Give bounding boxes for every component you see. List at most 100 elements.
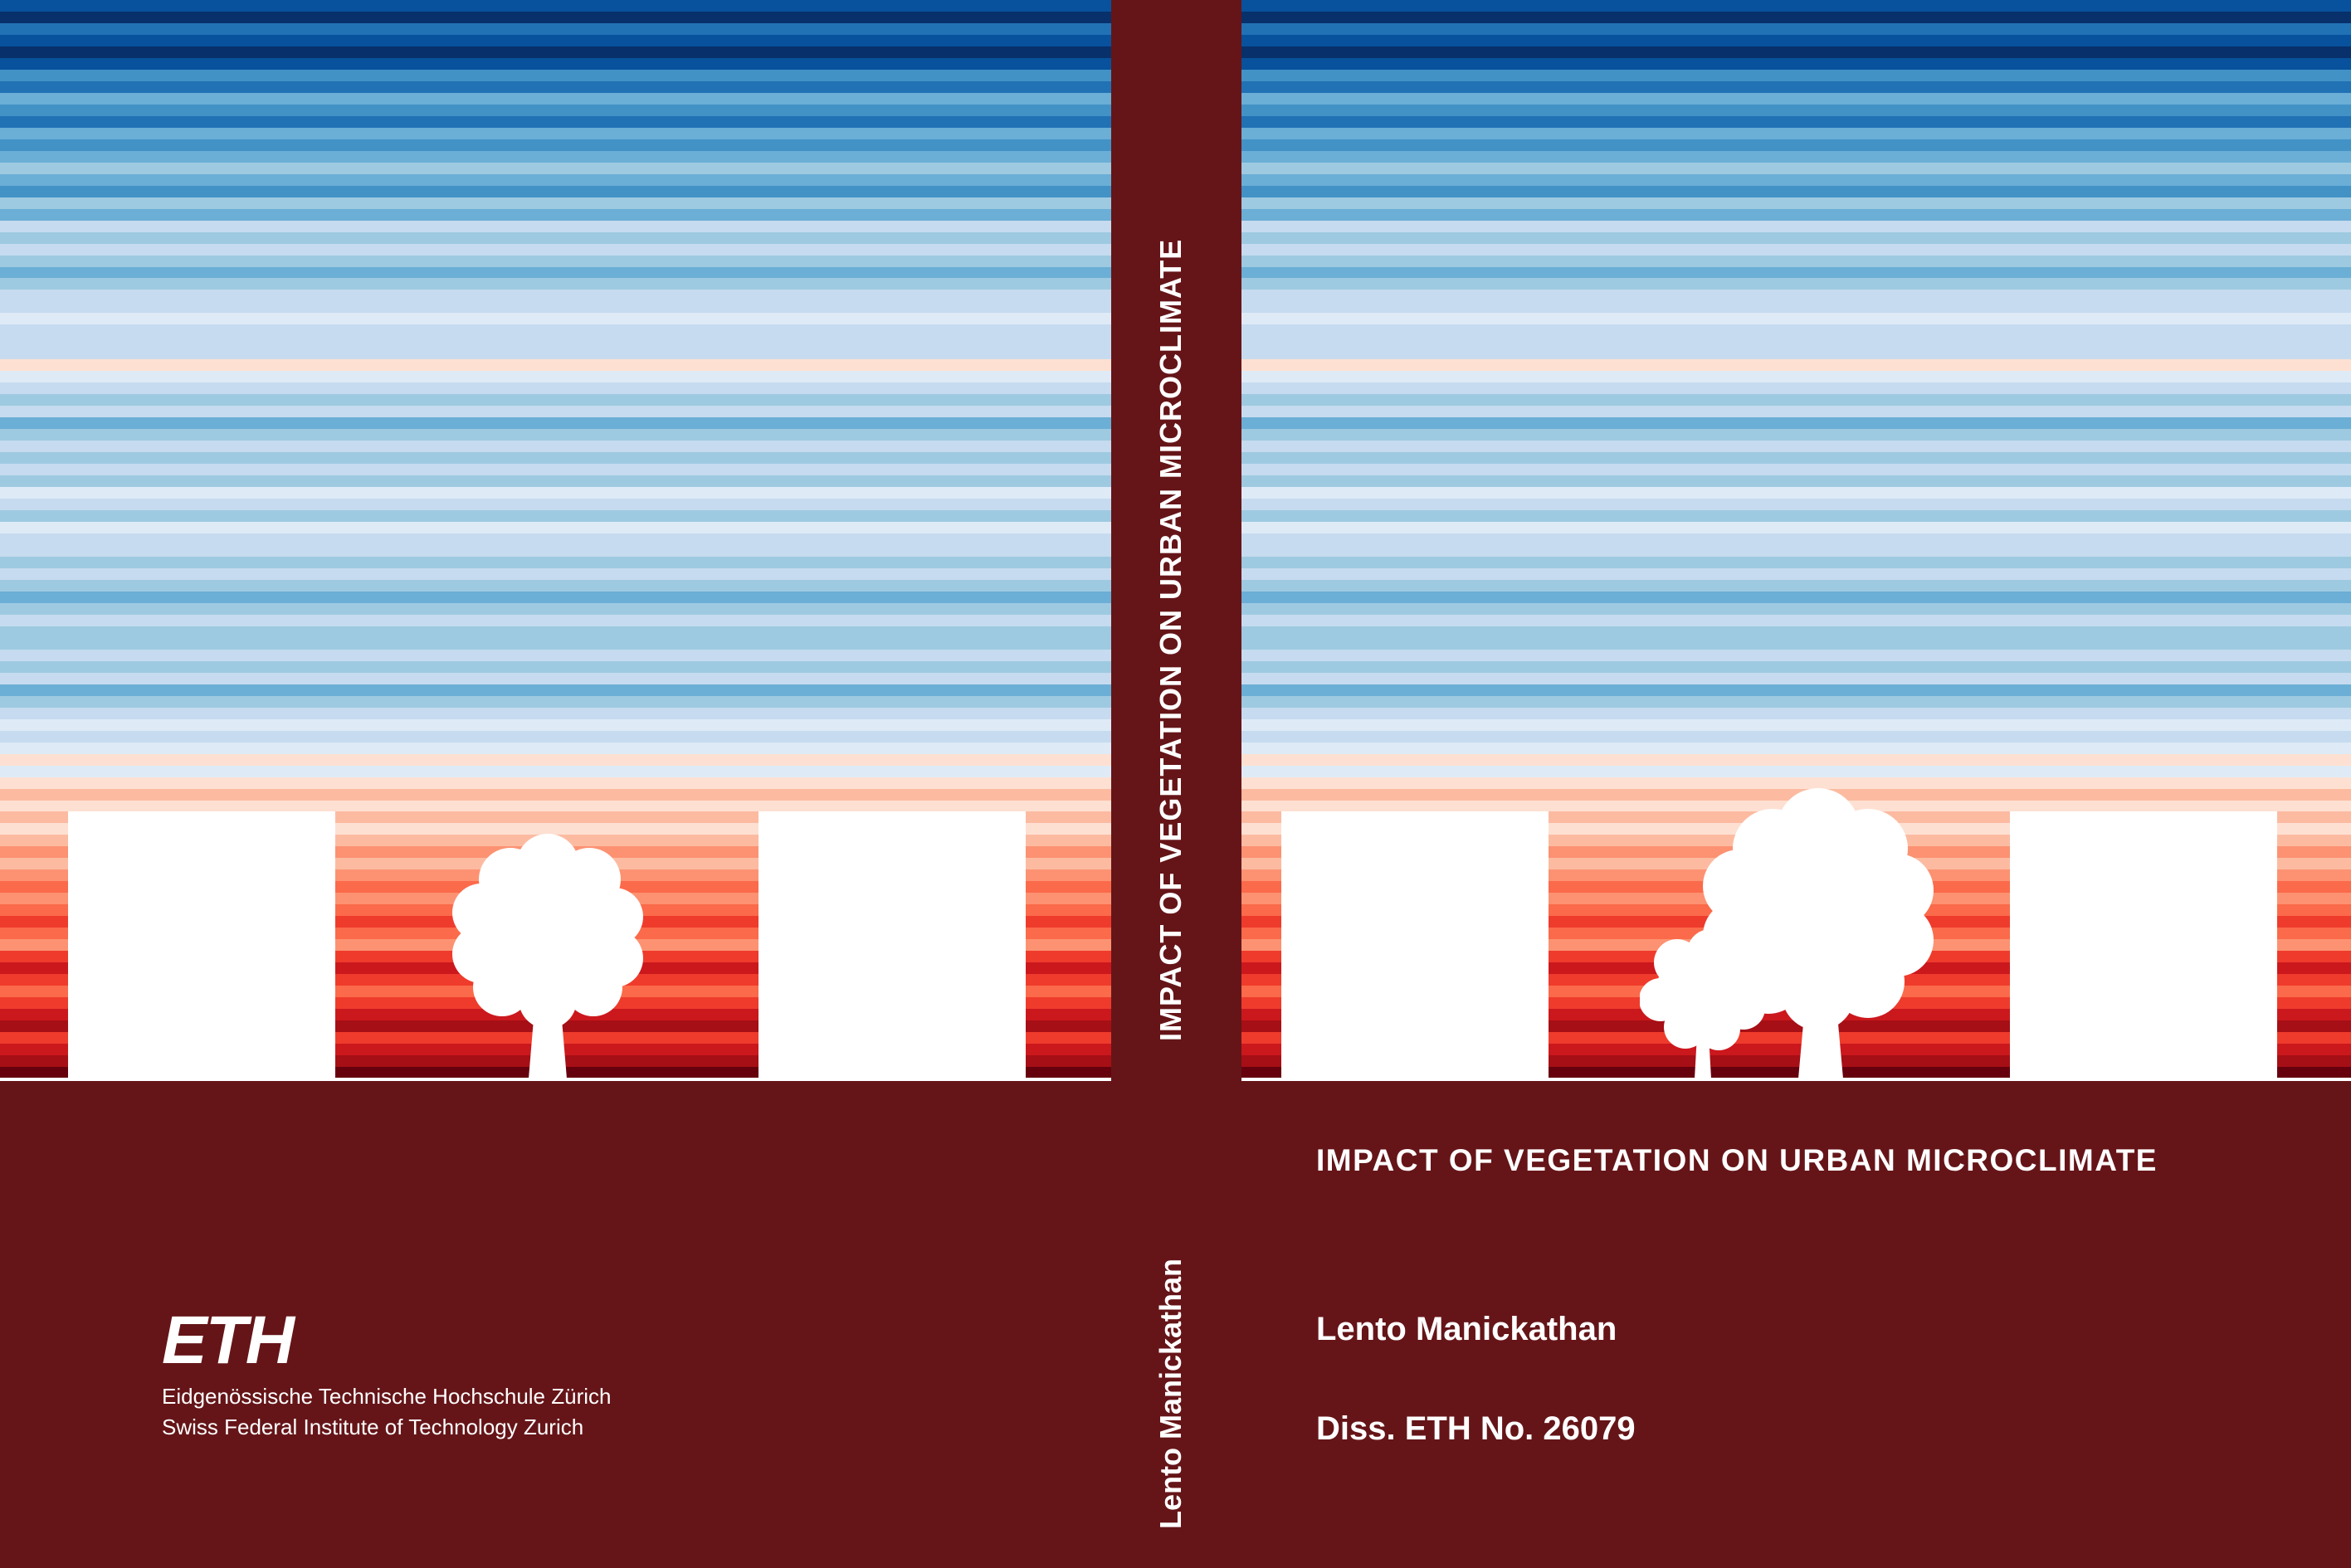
stripe xyxy=(0,672,1111,685)
stripe xyxy=(0,266,1111,280)
stripe xyxy=(1241,208,2351,222)
stripe xyxy=(0,255,1111,268)
stripe xyxy=(1241,301,2351,314)
stripe xyxy=(1241,22,2351,36)
stripe xyxy=(1241,359,2351,372)
stripe xyxy=(1241,533,2351,546)
stripe xyxy=(0,452,1111,465)
large-tree-icon xyxy=(1694,786,1934,1079)
stripe xyxy=(1241,243,2351,256)
stripe xyxy=(0,742,1111,755)
front-cover xyxy=(1241,0,2351,1568)
stripe xyxy=(1241,753,2351,767)
spine-title: IMPACT OF VEGETATION ON URBAN MICROCLIMA… xyxy=(1154,238,1188,1041)
stripe xyxy=(1241,672,2351,685)
stripe xyxy=(1241,499,2351,511)
stripe xyxy=(1241,602,2351,616)
stripe xyxy=(1241,429,2351,441)
stripe xyxy=(0,567,1111,581)
stripe xyxy=(0,92,1111,105)
stripe xyxy=(0,522,1111,534)
stripe xyxy=(1241,544,2351,558)
stripe xyxy=(0,649,1111,662)
stripe xyxy=(1241,69,2351,82)
stripe xyxy=(0,208,1111,222)
stripe xyxy=(1241,637,2351,650)
stripe xyxy=(0,788,1111,801)
stripe xyxy=(0,348,1111,360)
stripe xyxy=(1241,475,2351,488)
stripe xyxy=(0,185,1111,198)
stripe xyxy=(0,336,1111,348)
stripe xyxy=(0,69,1111,82)
stripe xyxy=(1241,127,2351,140)
eth-logo-line1: Eidgenössische Technische Hochschule Zür… xyxy=(162,1384,612,1409)
stripe xyxy=(1241,626,2351,639)
stripe xyxy=(0,660,1111,674)
stripe xyxy=(0,278,1111,291)
stripe xyxy=(0,290,1111,303)
stripe xyxy=(1241,406,2351,418)
stripe xyxy=(1241,313,2351,325)
stripe xyxy=(0,579,1111,592)
stripe xyxy=(1241,591,2351,604)
stripe xyxy=(0,441,1111,453)
stripe xyxy=(1241,707,2351,720)
stripe xyxy=(0,626,1111,639)
stripe xyxy=(0,602,1111,616)
stripe xyxy=(1241,46,2351,59)
stripe xyxy=(1241,115,2351,129)
stripe xyxy=(0,417,1111,430)
stripe xyxy=(1241,57,2351,71)
stripe xyxy=(1241,197,2351,210)
stripe xyxy=(1241,150,2351,163)
stripe xyxy=(1241,695,2351,709)
stripe xyxy=(0,115,1111,129)
stripe xyxy=(0,556,1111,569)
book-title: IMPACT OF VEGETATION ON URBAN MICROCLIMA… xyxy=(1316,1143,2158,1177)
stripe xyxy=(0,637,1111,650)
stripe xyxy=(1241,765,2351,778)
stripe xyxy=(0,544,1111,558)
stripe xyxy=(1241,452,2351,465)
stripe xyxy=(1241,382,2351,395)
stripe xyxy=(0,614,1111,627)
stripe xyxy=(1241,742,2351,755)
building-right xyxy=(758,811,1026,1079)
stripe xyxy=(1241,684,2351,697)
stripe xyxy=(0,499,1111,511)
stripe xyxy=(1241,441,2351,453)
stripe xyxy=(0,127,1111,140)
spine xyxy=(1111,0,1241,1568)
building-left xyxy=(1281,811,1549,1079)
stripe xyxy=(0,162,1111,175)
stripe xyxy=(1241,522,2351,534)
stripe xyxy=(0,475,1111,488)
stripe xyxy=(0,406,1111,418)
stripe xyxy=(1241,220,2351,233)
stripe xyxy=(0,11,1111,24)
stripe xyxy=(1241,718,2351,732)
stripe xyxy=(0,730,1111,743)
stripe xyxy=(0,429,1111,441)
stripe xyxy=(1241,649,2351,662)
stripe xyxy=(1241,417,2351,430)
building-right xyxy=(2010,811,2277,1079)
stripe xyxy=(0,150,1111,163)
stripe xyxy=(0,301,1111,314)
stripe xyxy=(1241,34,2351,47)
stripe xyxy=(0,707,1111,720)
stripe xyxy=(0,0,1111,12)
eth-logo-wordmark: ETH xyxy=(162,1303,295,1378)
stripe xyxy=(0,243,1111,256)
stripe xyxy=(0,765,1111,778)
stripe xyxy=(0,220,1111,233)
ground-line xyxy=(0,1078,1111,1081)
stripe xyxy=(1241,278,2351,291)
stripe xyxy=(1241,660,2351,674)
book-author: Lento Manickathan xyxy=(1316,1311,1617,1347)
stripe xyxy=(0,382,1111,395)
stripe xyxy=(1241,162,2351,175)
stripe xyxy=(1241,11,2351,24)
stripe xyxy=(1241,336,2351,348)
